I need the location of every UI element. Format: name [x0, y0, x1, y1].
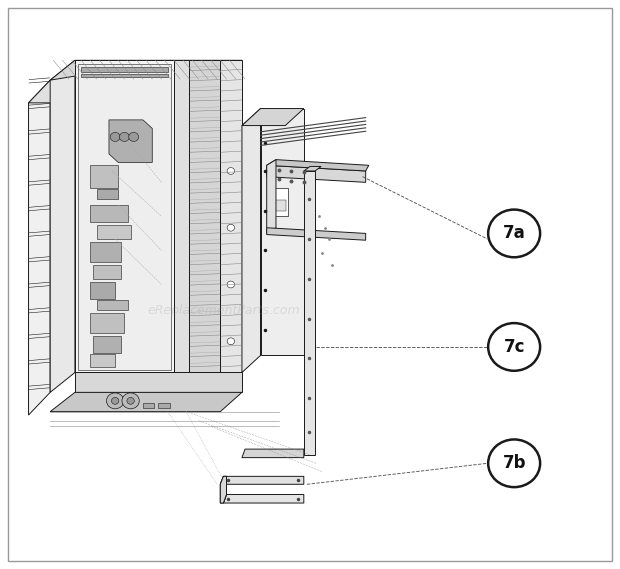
Bar — [91, 354, 115, 367]
Bar — [81, 75, 168, 77]
Polygon shape — [50, 60, 242, 80]
Polygon shape — [260, 109, 304, 356]
Circle shape — [488, 209, 540, 257]
Circle shape — [227, 224, 234, 231]
Polygon shape — [304, 167, 321, 171]
Text: 7c: 7c — [503, 338, 525, 356]
Circle shape — [120, 133, 130, 142]
Polygon shape — [75, 373, 242, 393]
Polygon shape — [75, 60, 174, 373]
Circle shape — [110, 133, 120, 142]
Bar — [97, 225, 131, 239]
Bar — [159, 402, 170, 408]
Polygon shape — [189, 60, 220, 373]
Circle shape — [227, 338, 234, 345]
Polygon shape — [29, 80, 50, 415]
Circle shape — [227, 168, 234, 174]
Text: eReplacementParts.com: eReplacementParts.com — [147, 303, 299, 316]
Bar — [94, 265, 122, 279]
Polygon shape — [109, 120, 153, 163]
Bar — [97, 300, 128, 310]
Bar — [91, 282, 115, 299]
Bar — [91, 205, 128, 222]
Polygon shape — [174, 60, 189, 373]
Polygon shape — [242, 109, 304, 126]
Polygon shape — [50, 393, 242, 411]
Polygon shape — [220, 476, 304, 484]
Polygon shape — [242, 109, 260, 373]
Polygon shape — [242, 449, 304, 457]
Circle shape — [129, 133, 139, 142]
Polygon shape — [267, 160, 369, 171]
Circle shape — [488, 439, 540, 487]
Polygon shape — [267, 228, 366, 240]
Polygon shape — [29, 80, 75, 103]
Polygon shape — [50, 60, 75, 393]
Circle shape — [227, 281, 234, 288]
Bar — [94, 336, 122, 353]
Circle shape — [112, 398, 119, 404]
Bar — [267, 188, 288, 216]
Bar — [91, 166, 118, 188]
Polygon shape — [220, 476, 226, 503]
Polygon shape — [267, 166, 366, 182]
Bar — [91, 313, 125, 333]
Circle shape — [488, 323, 540, 371]
Circle shape — [127, 398, 135, 404]
Bar — [97, 189, 118, 199]
Text: 7b: 7b — [502, 454, 526, 472]
Circle shape — [122, 393, 140, 409]
Polygon shape — [304, 171, 315, 455]
Polygon shape — [223, 494, 304, 503]
Text: 7a: 7a — [503, 224, 526, 242]
Polygon shape — [267, 160, 276, 233]
Circle shape — [107, 393, 124, 409]
Bar — [143, 402, 154, 408]
Bar — [268, 200, 286, 211]
Bar — [81, 67, 168, 72]
Bar — [91, 242, 122, 262]
Polygon shape — [220, 60, 242, 373]
Polygon shape — [78, 64, 171, 370]
Polygon shape — [220, 476, 226, 503]
